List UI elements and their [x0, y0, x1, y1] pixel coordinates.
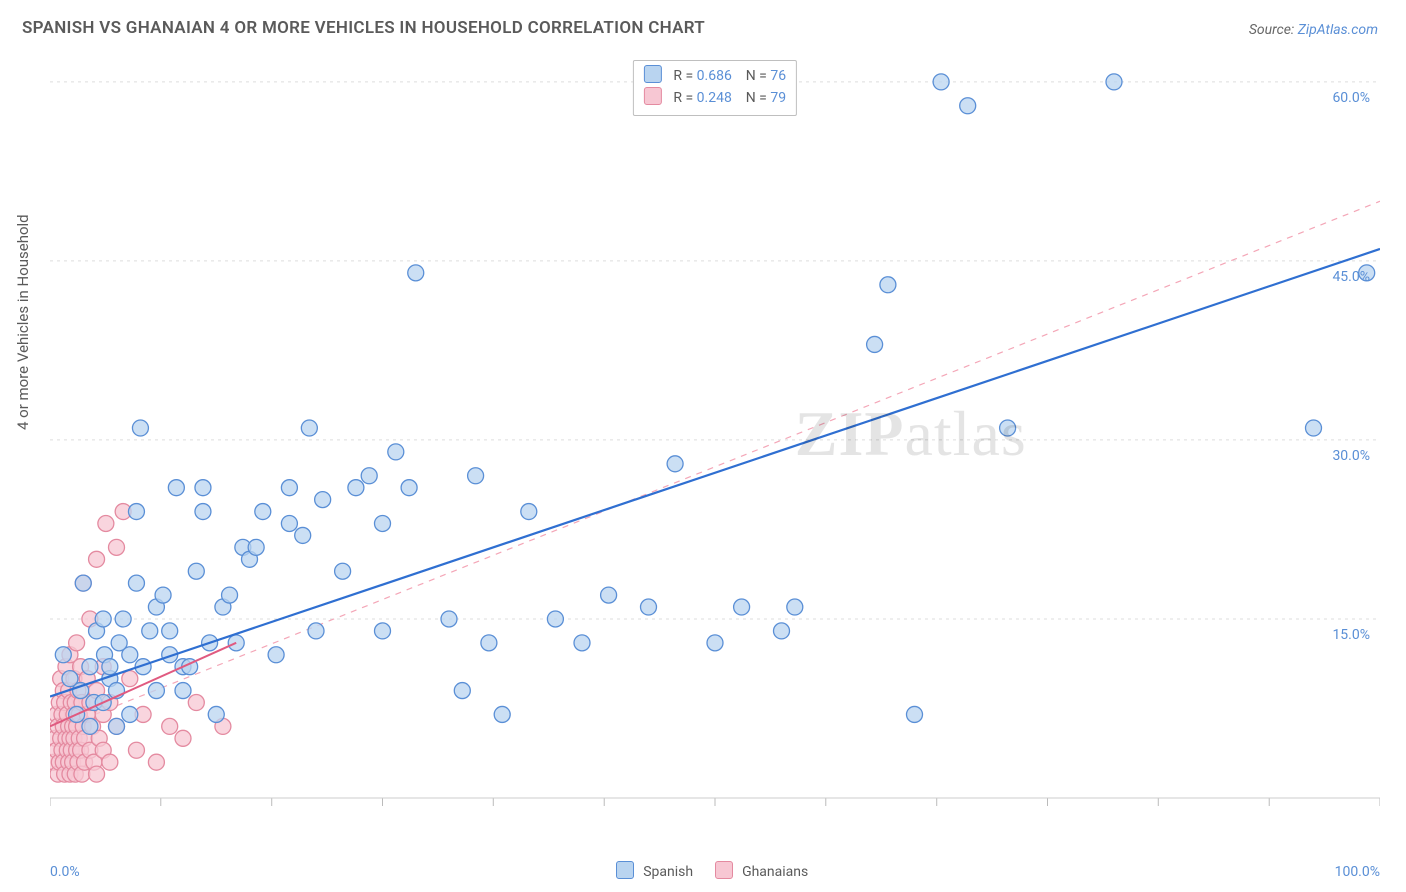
- legend-swatch-ghanaians: [644, 87, 662, 105]
- legend-n-value-1: 76: [770, 68, 786, 84]
- source-link[interactable]: ZipAtlas.com: [1298, 22, 1378, 38]
- legend-n-value-2: 79: [770, 90, 786, 106]
- y-tick-label: 15.0%: [1332, 627, 1370, 643]
- y-tick-label: 60.0%: [1332, 90, 1370, 106]
- correlation-legend: R = 0.686 N = 76 R = 0.248 N = 79: [633, 60, 797, 116]
- x-min-label: 0.0%: [50, 864, 80, 880]
- chart-title: SPANISH VS GHANAIAN 4 OR MORE VEHICLES I…: [22, 18, 705, 38]
- legend-swatch-spanish: [644, 65, 662, 83]
- legend-r-label-1: R =: [673, 68, 693, 84]
- x-axis-labels: 0.0% 100.0%: [50, 864, 1380, 880]
- y-tick-label: 45.0%: [1332, 269, 1370, 285]
- legend-r-value-2: 0.248: [697, 90, 732, 106]
- legend-row-ghanaians: R = 0.248 N = 79: [644, 87, 786, 109]
- legend-r-value-1: 0.686: [697, 68, 732, 84]
- legend-row-spanish: R = 0.686 N = 76: [644, 65, 786, 87]
- source-credit: Source: ZipAtlas.com: [1249, 22, 1378, 38]
- source-prefix: Source:: [1249, 22, 1298, 38]
- legend-n-label-1: N =: [746, 68, 767, 84]
- y-axis-label: 4 or more Vehicles in Household: [14, 214, 32, 430]
- legend-r-label-2: R =: [673, 90, 693, 106]
- x-max-label: 100.0%: [1335, 864, 1380, 880]
- scatter-svg: [50, 58, 1380, 828]
- y-tick-label: 30.0%: [1332, 448, 1370, 464]
- plot-area: R = 0.686 N = 76 R = 0.248 N = 79 ZIPatl…: [50, 58, 1380, 828]
- legend-n-label-2: N =: [746, 90, 767, 106]
